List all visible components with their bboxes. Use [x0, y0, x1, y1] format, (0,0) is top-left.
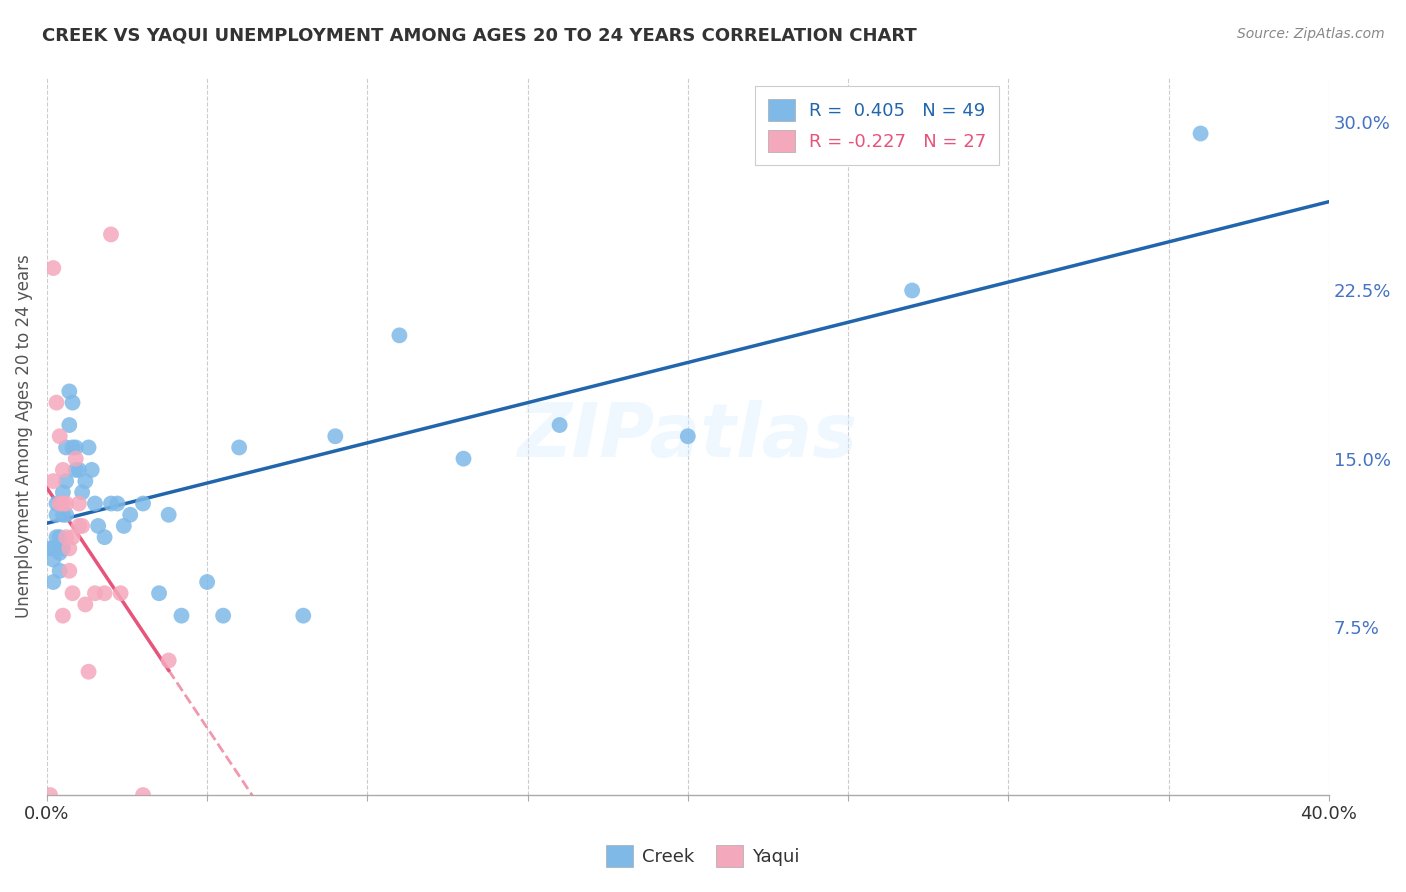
Legend: Creek, Yaqui: Creek, Yaqui — [599, 838, 807, 874]
Point — [65, 441, 87, 455]
Point — [120, 508, 142, 522]
Point — [65, 463, 87, 477]
Point — [67, 519, 90, 533]
Point — [93, 530, 115, 544]
Point — [84, 586, 107, 600]
Point — [77, 441, 100, 455]
Point — [52, 508, 75, 522]
Point — [42, 574, 65, 589]
Point — [70, 519, 93, 533]
Point — [132, 788, 155, 802]
Point — [45, 508, 67, 522]
Text: CREEK VS YAQUI UNEMPLOYMENT AMONG AGES 20 TO 24 YEARS CORRELATION CHART: CREEK VS YAQUI UNEMPLOYMENT AMONG AGES 2… — [42, 27, 917, 45]
Point — [292, 608, 315, 623]
Point — [65, 451, 87, 466]
Y-axis label: Unemployment Among Ages 20 to 24 years: Unemployment Among Ages 20 to 24 years — [15, 254, 32, 618]
Point — [157, 508, 180, 522]
Point — [676, 429, 699, 443]
Point — [58, 418, 80, 433]
Point — [52, 485, 75, 500]
Point — [42, 474, 65, 488]
Point — [58, 564, 80, 578]
Point — [55, 496, 77, 510]
Point — [67, 496, 90, 510]
Point — [62, 530, 84, 544]
Point — [110, 586, 132, 600]
Point — [58, 384, 80, 399]
Point — [45, 395, 67, 409]
Point — [55, 508, 77, 522]
Point — [75, 474, 97, 488]
Point — [323, 429, 346, 443]
Point — [901, 284, 924, 298]
Point — [42, 552, 65, 566]
Point — [45, 496, 67, 510]
Point — [93, 586, 115, 600]
Point — [388, 328, 411, 343]
Point — [52, 463, 75, 477]
Point — [100, 496, 122, 510]
Point — [84, 496, 107, 510]
Legend: R =  0.405   N = 49, R = -0.227   N = 27: R = 0.405 N = 49, R = -0.227 N = 27 — [755, 87, 1000, 165]
Point — [42, 541, 65, 556]
Point — [52, 496, 75, 510]
Point — [62, 586, 84, 600]
Point — [45, 530, 67, 544]
Text: Source: ZipAtlas.com: Source: ZipAtlas.com — [1237, 27, 1385, 41]
Point — [195, 574, 218, 589]
Point — [212, 608, 235, 623]
Point — [70, 485, 93, 500]
Point — [87, 519, 110, 533]
Point — [62, 441, 84, 455]
Point — [48, 546, 70, 560]
Point — [100, 227, 122, 242]
Point — [58, 541, 80, 556]
Point — [42, 261, 65, 276]
Point — [48, 530, 70, 544]
Point — [157, 653, 180, 667]
Point — [548, 418, 571, 433]
Point — [170, 608, 193, 623]
Point — [55, 530, 77, 544]
Point — [112, 519, 135, 533]
Point — [39, 541, 62, 556]
Point — [132, 496, 155, 510]
Point — [1189, 127, 1212, 141]
Point — [48, 564, 70, 578]
Point — [228, 441, 250, 455]
Point — [148, 586, 170, 600]
Point — [48, 496, 70, 510]
Point — [105, 496, 128, 510]
Point — [48, 429, 70, 443]
Point — [80, 463, 103, 477]
Point — [453, 451, 475, 466]
Point — [39, 788, 62, 802]
Point — [67, 463, 90, 477]
Point — [62, 395, 84, 409]
Point — [75, 598, 97, 612]
Point — [55, 441, 77, 455]
Point — [55, 474, 77, 488]
Text: ZIPatlas: ZIPatlas — [517, 400, 858, 473]
Point — [77, 665, 100, 679]
Point — [52, 541, 75, 556]
Point — [52, 608, 75, 623]
